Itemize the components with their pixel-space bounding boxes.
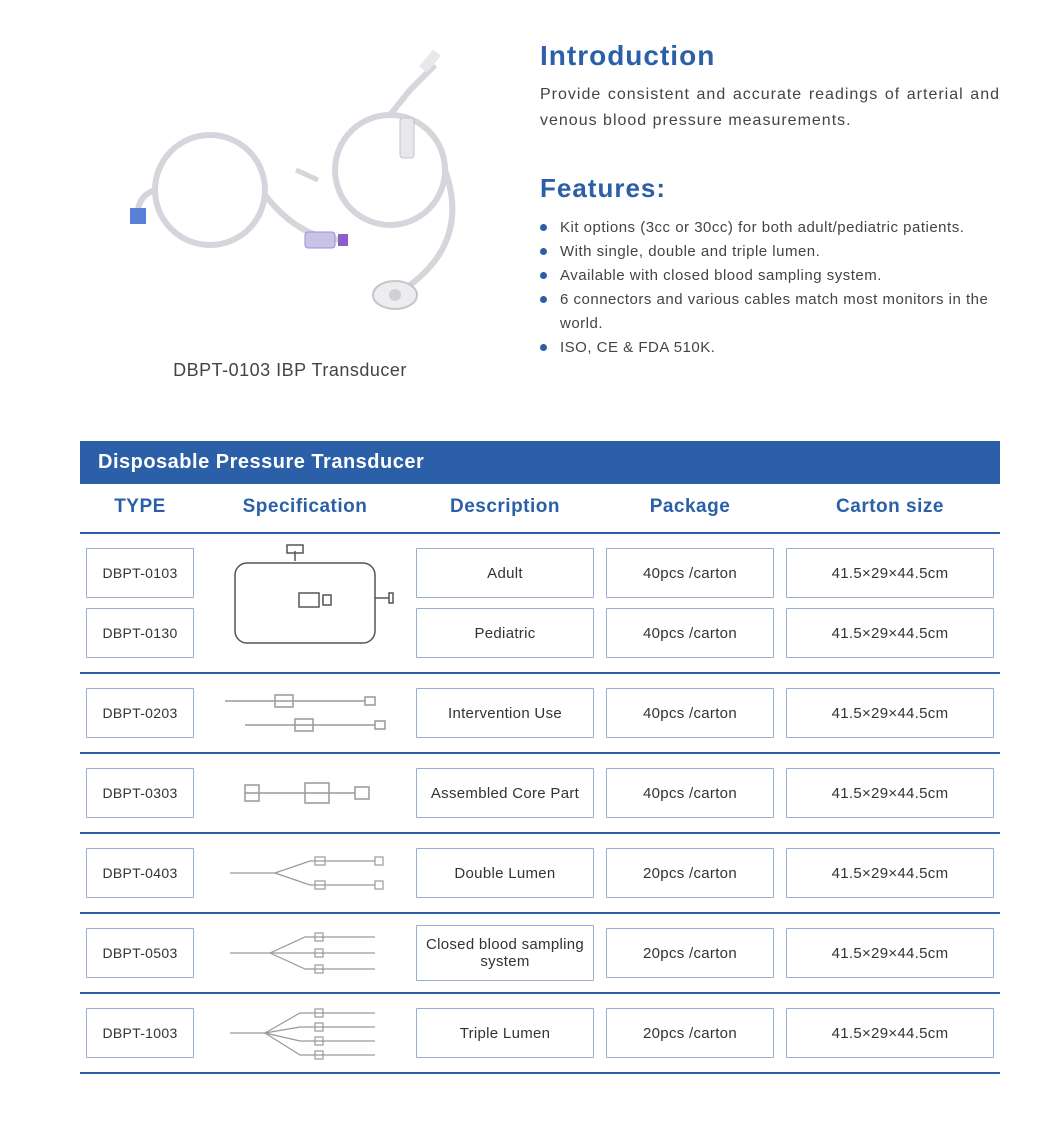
feature-item: With single, double and triple lumen.	[540, 240, 1000, 264]
desc-cell: Pediatric	[416, 608, 594, 658]
col-header-pkg: Package	[600, 496, 780, 518]
table-header-row: TYPE Specification Description Package C…	[80, 484, 1000, 534]
spec-diagram-icon	[206, 762, 404, 824]
spec-diagram-icon	[206, 922, 404, 984]
type-cell: DBPT-0103	[86, 548, 194, 598]
carton-cell: 41.5×29×44.5cm	[786, 548, 994, 598]
carton-cell: 41.5×29×44.5cm	[786, 768, 994, 818]
type-cell: DBPT-0303	[86, 768, 194, 818]
type-cell: DBPT-0403	[86, 848, 194, 898]
table-title: Disposable Pressure Transducer	[80, 441, 1000, 484]
carton-cell: 41.5×29×44.5cm	[786, 608, 994, 658]
col-header-spec: Specification	[200, 496, 410, 518]
col-header-carton: Carton size	[780, 496, 1000, 518]
pkg-cell: 40pcs /carton	[606, 548, 774, 598]
desc-cell: Assembled Core Part	[416, 768, 594, 818]
col-header-desc: Description	[410, 496, 600, 518]
col-header-type: TYPE	[80, 496, 200, 518]
pkg-cell: 40pcs /carton	[606, 768, 774, 818]
type-cell: DBPT-0203	[86, 688, 194, 738]
introduction-text: Provide consistent and accurate readings…	[540, 82, 1000, 133]
spec-diagram-icon	[206, 682, 404, 744]
table-row: DBPT-1003 Triple Lumen 20pcs /carton 41.…	[80, 994, 1000, 1074]
pkg-cell: 20pcs /carton	[606, 928, 774, 978]
feature-item: 6 connectors and various cables match mo…	[540, 288, 1000, 336]
product-image-area: DBPT-0103 IBP Transducer	[80, 40, 500, 381]
carton-cell: 41.5×29×44.5cm	[786, 688, 994, 738]
feature-item: ISO, CE & FDA 510K.	[540, 336, 1000, 360]
feature-item: Available with closed blood sampling sys…	[540, 264, 1000, 288]
type-cell: DBPT-1003	[86, 1008, 194, 1058]
feature-item: Kit options (3cc or 30cc) for both adult…	[540, 216, 1000, 240]
pkg-cell: 20pcs /carton	[606, 848, 774, 898]
desc-cell: Double Lumen	[416, 848, 594, 898]
product-image	[100, 40, 480, 340]
table-row: DBPT-0303 Assembled Core Part 40pcs /car…	[80, 754, 1000, 834]
table-row: DBPT-0503 Closed blood sampling system 2…	[80, 914, 1000, 994]
introduction-heading: Introduction	[540, 40, 1000, 72]
text-section: Introduction Provide consistent and accu…	[540, 40, 1000, 381]
table-row: DBPT-0203 Intervention Use 40pcs /carton…	[80, 674, 1000, 754]
pkg-cell: 20pcs /carton	[606, 1008, 774, 1058]
transducer-illustration-icon	[100, 40, 480, 340]
desc-cell: Triple Lumen	[416, 1008, 594, 1058]
features-list: Kit options (3cc or 30cc) for both adult…	[540, 216, 1000, 360]
type-cell: DBPT-0503	[86, 928, 194, 978]
pkg-cell: 40pcs /carton	[606, 608, 774, 658]
carton-cell: 41.5×29×44.5cm	[786, 1008, 994, 1058]
spec-diagram-icon	[206, 542, 404, 664]
carton-cell: 41.5×29×44.5cm	[786, 928, 994, 978]
top-section: DBPT-0103 IBP Transducer Introduction Pr…	[80, 40, 1000, 381]
table-row: DBPT-0103 DBPT-0130 Adult Pediatric 40pc…	[80, 534, 1000, 674]
features-heading: Features:	[540, 173, 1000, 204]
product-caption: DBPT-0103 IBP Transducer	[173, 360, 407, 381]
desc-cell: Closed blood sampling system	[416, 925, 594, 981]
spec-diagram-icon	[206, 842, 404, 904]
pkg-cell: 40pcs /carton	[606, 688, 774, 738]
spec-diagram-icon	[206, 1002, 404, 1064]
type-cell: DBPT-0130	[86, 608, 194, 658]
table-row: DBPT-0403 Double Lumen 20pcs /carton 41.…	[80, 834, 1000, 914]
spec-table: Disposable Pressure Transducer TYPE Spec…	[80, 441, 1000, 1074]
desc-cell: Adult	[416, 548, 594, 598]
desc-cell: Intervention Use	[416, 688, 594, 738]
carton-cell: 41.5×29×44.5cm	[786, 848, 994, 898]
